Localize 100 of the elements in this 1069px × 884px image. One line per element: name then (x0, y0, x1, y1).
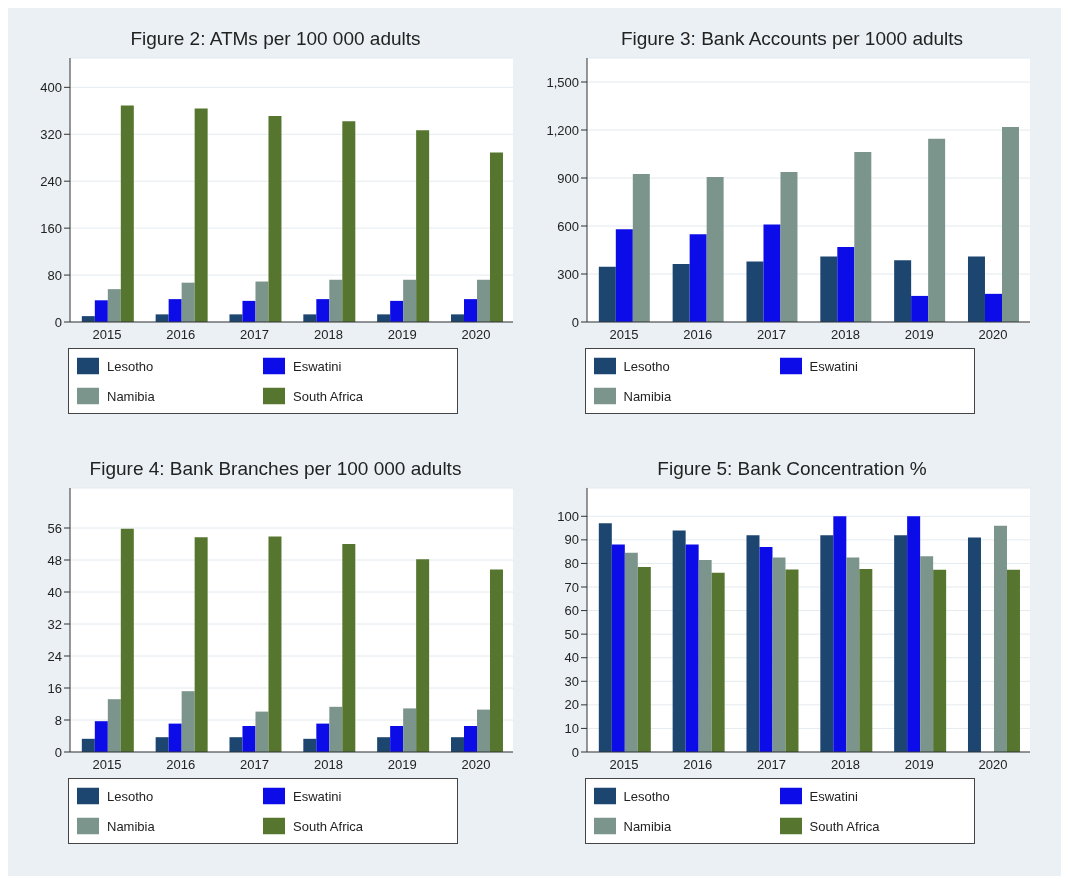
bar (932, 569, 946, 752)
bar (758, 546, 772, 752)
x-tick-label: 2018 (313, 327, 343, 343)
x-tick-label: 2020 (978, 757, 1008, 773)
bar (120, 528, 134, 752)
bar (615, 229, 633, 322)
bar (463, 299, 477, 322)
legend-label: South Africa (809, 818, 880, 834)
legend-label: Lesotho (107, 358, 154, 374)
bar (229, 314, 243, 322)
bar (611, 544, 625, 752)
y-tick-label: 0 (54, 314, 62, 330)
x-tick-label: 2016 (682, 757, 712, 773)
chart-title: Figure 2: ATMs per 100 000 adults (129, 28, 422, 51)
bar (229, 737, 243, 752)
bar (919, 556, 933, 752)
legend-label: Eswatini (293, 788, 342, 804)
y-tick-label: 20 (564, 697, 579, 713)
x-tick-label: 2019 (387, 757, 417, 773)
chart-title: Figure 3: Bank Accounts per 1000 adults (619, 28, 965, 51)
bar (342, 121, 356, 322)
bar (784, 569, 798, 752)
bar (194, 108, 208, 322)
bar (745, 535, 759, 752)
legend-label: Lesotho (623, 788, 670, 804)
bar (403, 279, 417, 322)
bar (303, 738, 317, 752)
bar (377, 314, 391, 322)
bar (836, 246, 854, 322)
y-tick-label: 0 (54, 744, 62, 760)
legend-label: Eswatini (293, 358, 342, 374)
bar (967, 256, 985, 322)
bar (242, 726, 256, 752)
bar (94, 721, 108, 752)
bar (416, 559, 430, 752)
bar (624, 552, 638, 752)
bar (858, 569, 872, 752)
bar (745, 261, 763, 322)
y-tick-label: 400 (40, 79, 62, 95)
bar (268, 116, 282, 322)
legend-label: Eswatini (809, 788, 858, 804)
bar (893, 260, 911, 322)
x-tick-label: 2017 (756, 757, 786, 773)
y-tick-label: 32 (47, 616, 62, 632)
bar (637, 566, 651, 752)
bar (450, 314, 464, 322)
y-tick-label: 0 (571, 314, 579, 330)
y-tick-label: 40 (47, 584, 62, 600)
x-tick-label: 2018 (830, 757, 860, 773)
bar (390, 300, 404, 322)
bar (81, 738, 95, 752)
x-tick-label: 2015 (92, 327, 122, 343)
bar (967, 537, 981, 752)
bar (832, 516, 846, 752)
bar (1006, 569, 1020, 752)
bar (450, 737, 464, 752)
bar (303, 314, 317, 322)
y-tick-label: 240 (40, 173, 62, 189)
bar (94, 300, 108, 322)
legend-label: Lesotho (107, 788, 154, 804)
bar (1001, 127, 1019, 322)
bar (155, 314, 169, 322)
bar (771, 557, 785, 752)
bar (476, 709, 490, 752)
x-tick-label: 2015 (608, 757, 638, 773)
x-tick-label: 2019 (904, 757, 934, 773)
y-tick-label: 60 (564, 603, 579, 619)
x-tick-label: 2016 (166, 327, 196, 343)
bar (181, 282, 195, 322)
bar (698, 559, 712, 752)
legend-label: South Africa (293, 388, 364, 404)
y-tick-label: 600 (556, 218, 579, 234)
bar (168, 723, 182, 752)
x-tick-label: 2019 (387, 327, 417, 343)
legend-label: Namibia (107, 388, 155, 404)
legend-label: South Africa (293, 818, 364, 834)
y-tick-label: 1,200 (545, 122, 579, 138)
x-tick-label: 2018 (313, 757, 343, 773)
y-tick-label: 80 (47, 267, 62, 283)
bar (927, 138, 945, 322)
y-tick-label: 0 (571, 744, 579, 760)
bar (672, 263, 690, 322)
bar (819, 256, 837, 322)
legend-label: Namibia (623, 388, 672, 404)
bar (168, 299, 182, 322)
bar (155, 737, 169, 752)
bar (711, 572, 725, 752)
x-tick-label: 2015 (608, 327, 638, 343)
bar (463, 726, 477, 752)
legend-label: Lesotho (623, 358, 670, 374)
legend-label: Eswatini (809, 358, 858, 374)
y-tick-label: 24 (47, 648, 62, 664)
y-tick-label: 8 (54, 712, 62, 728)
y-tick-label: 70 (564, 579, 579, 595)
bar (242, 300, 256, 322)
bar (255, 281, 269, 322)
x-tick-label: 2017 (756, 327, 786, 343)
bar (489, 152, 503, 322)
y-tick-label: 100 (556, 508, 579, 524)
bar (685, 544, 699, 752)
